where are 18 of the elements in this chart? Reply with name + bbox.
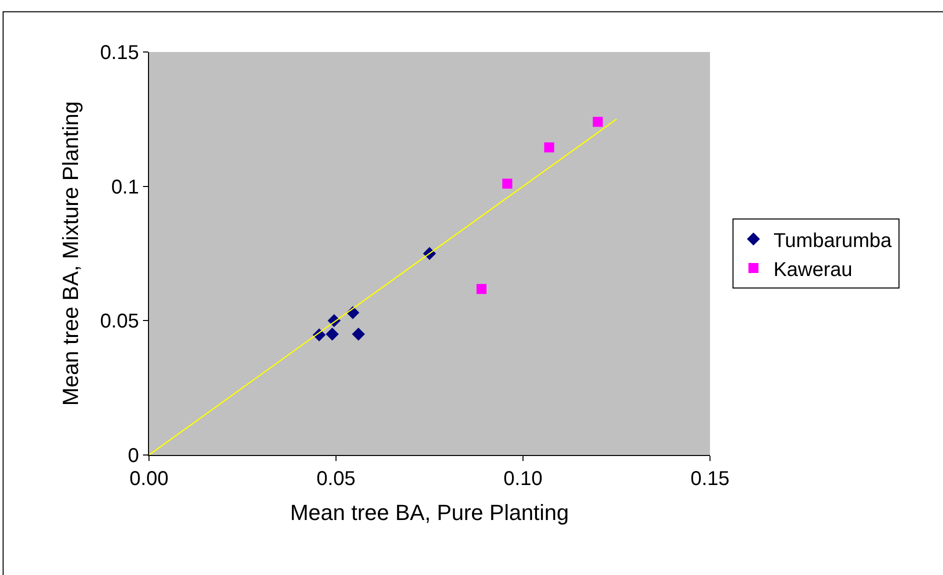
x-tick-label: 0.15 [690,468,730,490]
y-axis-title: Mean tree BA, Mixture Planting [58,101,83,406]
x-tick-label: 0.10 [504,468,542,490]
y-tick-label: 0.15 [100,42,139,64]
point [544,142,554,152]
point [476,284,486,294]
point [352,328,365,341]
y-tick-label: 0.1 [111,176,139,198]
point [326,328,339,341]
x-tick-label: 0.05 [316,468,356,490]
x-tick-label: 0.00 [130,468,168,490]
point [502,178,512,189]
legend-label: Kawerau [773,258,852,281]
point [592,116,603,127]
legend-label: Tumbarumba [773,230,893,252]
y-tick-label: 0 [128,445,139,467]
y-tick-label: 0.05 [100,310,139,333]
x-axis-title: Mean tree BA, Pure Planting [290,500,569,525]
